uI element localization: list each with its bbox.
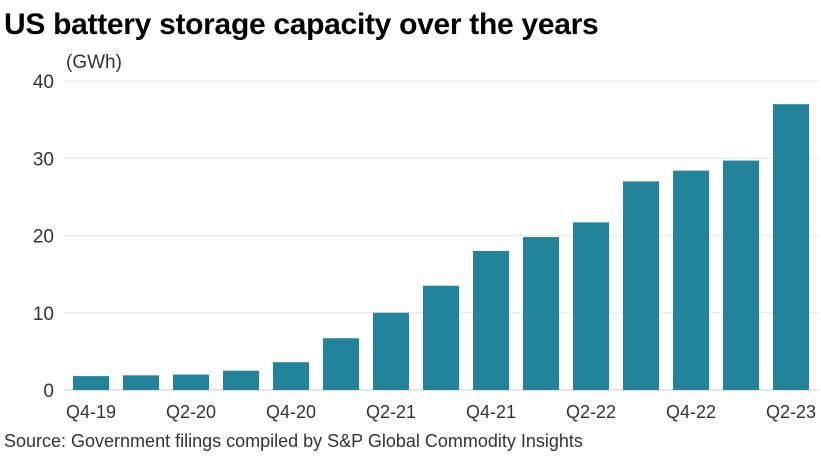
source-note: Source: Government filings compiled by S… bbox=[4, 431, 583, 451]
x-tick-labels: Q4-19 Q2-20 Q4-20 Q2-21 Q4-21 Q2-22 Q4-22 Q2-23 bbox=[66, 402, 816, 422]
x-tick-label: Q2-22 bbox=[566, 402, 616, 422]
bar-Q1-20 bbox=[123, 375, 159, 390]
y-tick-label: 30 bbox=[33, 149, 54, 170]
bar-Q4-21 bbox=[473, 250, 509, 390]
bar-Q3-21 bbox=[423, 285, 459, 390]
chart-title: US battery storage capacity over the yea… bbox=[4, 8, 599, 41]
bar-Q3-22 bbox=[623, 181, 659, 390]
x-tick-label: Q4-22 bbox=[666, 402, 716, 422]
y-tick-label: 20 bbox=[33, 227, 54, 248]
bars-group bbox=[73, 104, 809, 391]
x-tick-label: Q4-19 bbox=[66, 402, 116, 422]
bar-Q3-20 bbox=[223, 370, 259, 390]
bar-Q2-20 bbox=[173, 374, 209, 390]
bar-Q2-23 bbox=[773, 104, 809, 391]
bar-Q1-21 bbox=[323, 338, 359, 390]
y-tick-label: 10 bbox=[33, 304, 54, 325]
x-tick-label: Q2-21 bbox=[366, 402, 416, 422]
y-axis-unit-label: (GWh) bbox=[66, 52, 122, 73]
y-tick-label: 0 bbox=[43, 381, 54, 402]
x-tick-label: Q2-20 bbox=[166, 402, 216, 422]
bar-Q4-20 bbox=[273, 362, 309, 390]
x-tick-label: Q2-23 bbox=[766, 402, 816, 422]
x-tick-label: Q4-21 bbox=[466, 402, 516, 422]
bar-Q2-22 bbox=[573, 222, 609, 390]
bar-Q2-21 bbox=[373, 312, 409, 390]
y-tick-labels: 0 10 20 30 40 bbox=[33, 72, 54, 402]
bar-Q1-23 bbox=[723, 160, 759, 390]
y-tick-label: 40 bbox=[33, 72, 54, 93]
bar-Q1-22 bbox=[523, 237, 559, 390]
bar-Q4-19 bbox=[73, 376, 109, 390]
x-tick-label: Q4-20 bbox=[266, 402, 316, 422]
bar-Q4-22 bbox=[673, 170, 709, 390]
